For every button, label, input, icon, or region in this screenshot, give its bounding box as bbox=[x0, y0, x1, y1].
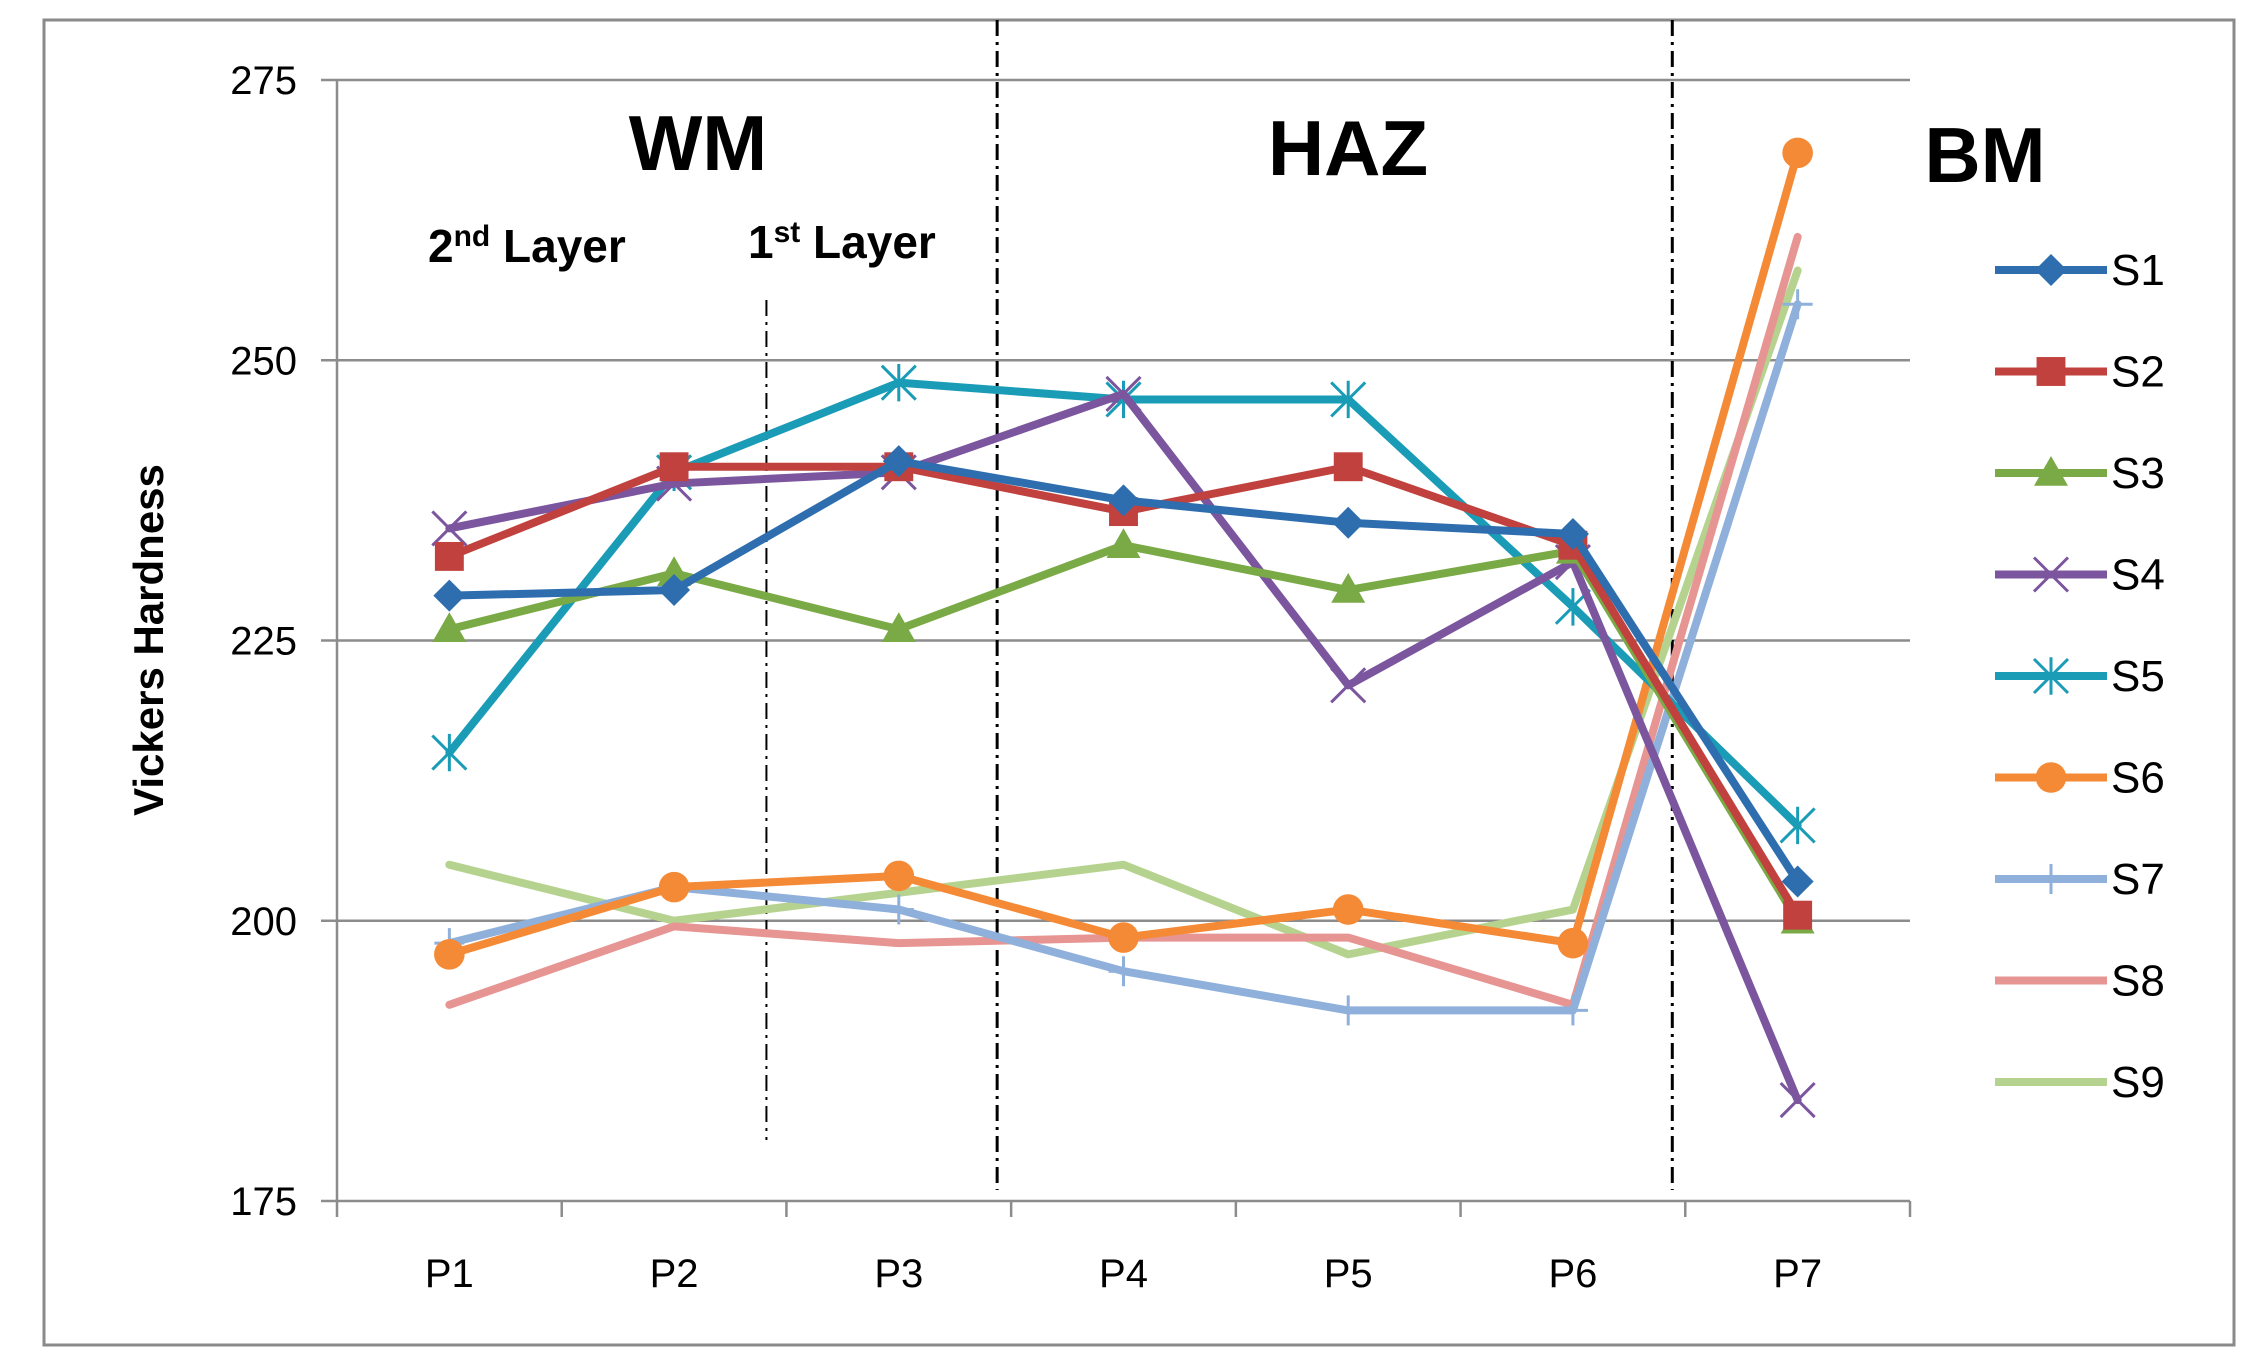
legend-label: S4 bbox=[2111, 551, 2165, 600]
legend-label: S9 bbox=[2111, 1058, 2165, 1107]
data-point bbox=[1108, 956, 1139, 987]
data-point bbox=[2036, 357, 2066, 386]
legend-item-s5: S5 bbox=[1995, 652, 2165, 701]
data-point bbox=[1779, 806, 1816, 845]
data-point bbox=[1331, 573, 1366, 603]
legend-item-s6: S6 bbox=[1995, 754, 2165, 803]
data-point bbox=[2035, 762, 2067, 793]
legend-label: S5 bbox=[2111, 652, 2165, 701]
data-point bbox=[658, 871, 690, 903]
data-point bbox=[883, 894, 914, 925]
legend-label: S2 bbox=[2111, 348, 2165, 397]
layer-label: 1st Layer bbox=[748, 216, 936, 268]
data-point bbox=[881, 612, 916, 643]
data-point bbox=[658, 574, 691, 607]
region-label: WM bbox=[629, 99, 768, 187]
data-point bbox=[1108, 922, 1139, 953]
layer-label: 2nd Layer bbox=[428, 220, 626, 272]
legend-label: S3 bbox=[2111, 449, 2165, 498]
series-line bbox=[445, 266, 1802, 959]
data-point bbox=[1781, 865, 1814, 898]
data-point bbox=[431, 510, 468, 547]
data-point bbox=[1557, 927, 1589, 959]
legend-label: S1 bbox=[2111, 246, 2165, 295]
data-point bbox=[1333, 452, 1363, 482]
series-group bbox=[431, 137, 1816, 1119]
data-point bbox=[1779, 1082, 1816, 1119]
data-point bbox=[2032, 657, 2070, 695]
region-label: HAZ bbox=[1268, 104, 1428, 192]
legend-item-s2: S2 bbox=[1995, 348, 2165, 397]
data-point bbox=[2035, 254, 2067, 286]
y-tick-label: 200 bbox=[230, 900, 297, 944]
data-point bbox=[1782, 289, 1813, 320]
gridlines bbox=[337, 78, 1910, 922]
data-point bbox=[1782, 137, 1813, 169]
series-s1 bbox=[433, 445, 1814, 898]
y-tick-label: 275 bbox=[230, 59, 297, 103]
data-point bbox=[1332, 894, 1364, 925]
data-point bbox=[1332, 506, 1365, 539]
legend-item-s1: S1 bbox=[1995, 246, 2165, 295]
data-point bbox=[433, 579, 466, 612]
legend-item-s8: S8 bbox=[1995, 957, 2165, 1006]
x-tick-label: P3 bbox=[874, 1252, 923, 1296]
region-label: BM bbox=[1924, 111, 2045, 199]
data-point bbox=[432, 612, 467, 643]
data-point bbox=[883, 860, 915, 892]
data-point bbox=[1556, 518, 1589, 551]
data-point bbox=[1783, 900, 1813, 930]
legend-item-s9: S9 bbox=[1995, 1058, 2165, 1107]
axes: 175 200 225 250 275 P1 P2 P3 P4 P5 P6 P7 bbox=[230, 59, 1912, 1296]
legend-item-s7: S7 bbox=[1995, 855, 2165, 904]
legend-item-s4: S4 bbox=[1995, 551, 2165, 600]
data-point bbox=[2036, 864, 2066, 894]
y-axis-label: Vickers Hardness bbox=[125, 464, 172, 816]
data-point bbox=[882, 445, 915, 478]
data-point bbox=[880, 363, 917, 402]
data-point bbox=[659, 452, 689, 482]
x-tick-label: P5 bbox=[1324, 1252, 1373, 1296]
x-tick-label: P4 bbox=[1099, 1252, 1148, 1296]
region-annotations: WM HAZ BM 2nd Layer 1st Layer bbox=[428, 20, 2046, 1190]
x-tick-label: P6 bbox=[1548, 1252, 1597, 1296]
series-s9 bbox=[445, 266, 1802, 959]
data-point bbox=[1107, 484, 1140, 517]
data-point bbox=[2032, 556, 2070, 593]
legend-label: S7 bbox=[2111, 855, 2165, 904]
data-point bbox=[1330, 380, 1367, 419]
legend-item-s3: S3 bbox=[1995, 449, 2165, 498]
data-point bbox=[431, 733, 468, 772]
y-tick-label: 225 bbox=[230, 620, 297, 664]
data-point bbox=[1330, 667, 1367, 704]
x-tick-label: P7 bbox=[1773, 1252, 1822, 1296]
data-point bbox=[657, 556, 692, 586]
legend-label: S6 bbox=[2111, 754, 2165, 803]
data-point bbox=[434, 541, 464, 571]
data-point bbox=[1557, 995, 1588, 1026]
y-tick-label: 250 bbox=[230, 339, 297, 383]
data-point bbox=[2034, 456, 2068, 486]
legend-label: S8 bbox=[2111, 957, 2165, 1006]
data-point bbox=[434, 939, 465, 970]
legend: S1 S2 S3 S4 S5 S6 S7 S8 S9 bbox=[1995, 246, 2165, 1107]
data-point bbox=[1333, 995, 1364, 1026]
series-s6 bbox=[434, 137, 1813, 970]
x-tick-label: P2 bbox=[650, 1252, 699, 1296]
data-point bbox=[1105, 375, 1142, 412]
x-tick-label: P1 bbox=[425, 1252, 474, 1296]
data-point bbox=[1106, 528, 1141, 558]
y-tick-label: 175 bbox=[230, 1180, 297, 1224]
chart-frame bbox=[42, 18, 2236, 1347]
